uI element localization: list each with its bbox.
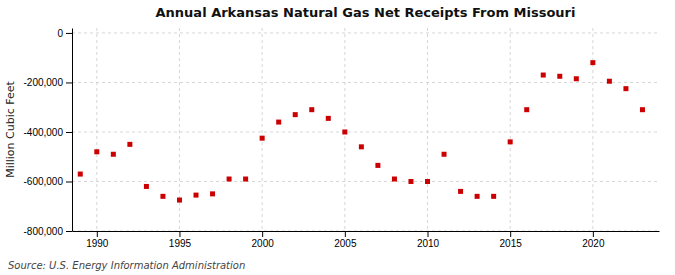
point [326,116,331,121]
x-tick: 2005 [334,231,357,249]
y-tick-label: -200,000 [24,77,64,88]
y-axis: 0 -200,000 -400,000 -600,000 -800,000 [24,28,73,237]
x-tick-mark [428,231,429,237]
x-tick: 2020 [582,231,605,249]
y-tick-label: -400,000 [24,127,64,138]
y-grid-line [72,131,659,132]
point [309,107,314,112]
y-tick: 0 [57,28,72,39]
point [607,79,612,84]
point [78,172,83,177]
y-grid-line [72,231,659,232]
x-tick-mark [593,231,594,237]
plot-area: 1990 1995 2000 2005 2010 2015 2020 0 -200,000 -40… [24,28,660,249]
y-grid-line [72,32,659,33]
x-tick: 1995 [169,231,192,249]
x-tick-mark [262,231,263,237]
point [293,112,298,117]
chart: 1990 1995 2000 2005 2010 2015 2020 0 -200,000 -40… [0,0,675,275]
x-tick: 2015 [500,231,523,249]
title: Annual Arkansas Natural Gas Net Receipts… [156,5,576,20]
x-tick-label: 1990 [86,238,109,249]
point [574,76,579,81]
point [541,73,546,78]
y-tick: -600,000 [24,176,72,187]
x-grid-line [96,28,97,231]
point [276,120,281,125]
y-axis-title: Million Cubic Feet [4,80,17,177]
x-axis: 1990 1995 2000 2005 2010 2015 2020 [73,231,660,249]
point [392,177,397,182]
point [342,129,347,134]
point [475,194,480,199]
y-tick-mark [66,33,72,34]
point [491,194,496,199]
point [160,194,165,199]
y-axis-line [72,29,73,232]
y-tick: -200,000 [24,77,72,88]
point [408,179,413,184]
point [177,198,182,203]
y-tick-label: 0 [57,28,63,39]
y-tick-label: -600,000 [24,176,64,187]
x-grid-line [592,28,593,231]
y-tick: -800,000 [24,226,72,237]
point [640,107,645,112]
x-tick-label: 2010 [417,238,440,249]
point [442,152,447,157]
point [375,163,380,168]
y-tick: -400,000 [24,127,72,138]
annotation: Source: U.S. Energy Information Administ… [8,260,245,271]
point [508,139,513,144]
point [623,86,628,91]
point [458,189,463,194]
x-grid-line [510,28,511,231]
y-tick-mark [66,132,72,133]
point [524,107,529,112]
x-grid-line [427,28,428,231]
y-tick-mark [66,82,72,83]
x-tick-label: 2020 [582,238,605,249]
points [78,60,645,202]
point [243,177,248,182]
point [260,136,265,141]
x-tick: 2010 [417,231,440,249]
x-tick: 1990 [86,231,109,249]
point [557,74,562,79]
y-grid-line [72,82,659,83]
point [590,60,595,65]
x-tick-label: 2000 [252,238,275,249]
point [359,144,364,149]
point [194,193,199,198]
grid [72,28,659,231]
point [111,152,116,157]
x-tick-label: 1995 [169,238,192,249]
x-tick-mark [510,231,511,237]
point [94,149,99,154]
y-grid-line [72,181,659,182]
x-tick-label: 2015 [500,238,523,249]
point [425,179,430,184]
x-tick-mark [179,231,180,237]
point [127,142,132,147]
x-axis-line [73,231,660,232]
point [210,191,215,196]
point [227,177,232,182]
x-tick-label: 2005 [334,238,357,249]
x-tick-mark [345,231,346,237]
y-tick-mark [66,181,72,182]
x-tick: 2000 [252,231,275,249]
point [144,184,149,189]
x-tick-mark [97,231,98,237]
y-tick-label: -800,000 [24,226,64,237]
x-grid-line [262,28,263,231]
y-tick-mark [66,231,72,232]
